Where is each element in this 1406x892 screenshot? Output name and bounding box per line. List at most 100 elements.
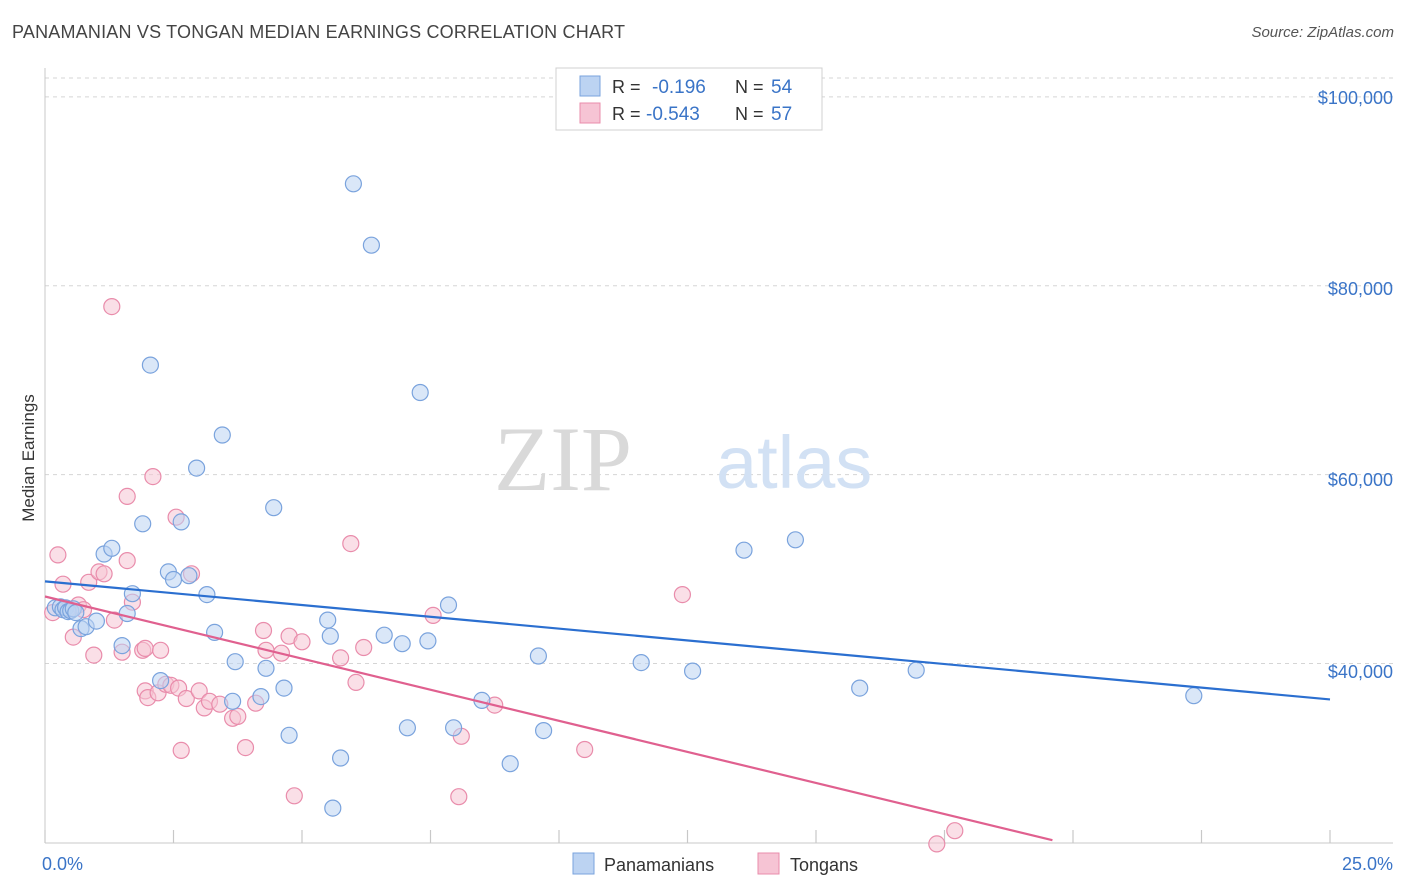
data-point	[293, 633, 311, 651]
bottom-legend-label-tongans: Tongans	[790, 855, 858, 875]
data-point	[332, 749, 350, 767]
y-tick-label-100000: $100,000	[1318, 88, 1393, 108]
legend-r-value-2: -0.543	[646, 104, 700, 125]
data-point	[152, 671, 170, 690]
axes	[44, 68, 1393, 844]
legend-r-label-1: R =	[612, 77, 641, 97]
data-point	[375, 626, 393, 644]
data-point	[257, 659, 275, 677]
data-point	[632, 653, 650, 672]
data-point	[265, 499, 283, 517]
data-point	[177, 689, 195, 708]
data-point	[85, 646, 103, 664]
data-point	[319, 611, 337, 629]
data-point	[95, 565, 113, 583]
source-label: Source: ZipAtlas.com	[1251, 24, 1394, 41]
trend-line-panamanians	[44, 580, 1331, 701]
data-point	[445, 719, 463, 737]
data-point	[254, 621, 273, 640]
legend-r-label-2: R =	[612, 104, 641, 124]
data-point	[172, 741, 190, 760]
data-point	[87, 612, 106, 630]
legend-r-value-1: -0.196	[652, 77, 706, 98]
data-point	[321, 627, 339, 645]
data-point	[67, 603, 85, 622]
legend-swatch-panamanians	[579, 75, 601, 97]
data-point	[136, 639, 154, 658]
data-point	[928, 835, 946, 853]
panamanians-points	[46, 175, 1203, 817]
data-point	[144, 468, 162, 486]
y-tick-label-40000: $40,000	[1328, 662, 1393, 682]
data-point	[103, 539, 121, 557]
x-tick-label-min: 0.0%	[42, 854, 83, 874]
data-point	[285, 787, 303, 805]
bottom-legend-label-panamanians: Panamanians	[604, 855, 714, 875]
data-point	[118, 551, 136, 570]
data-point	[946, 822, 964, 840]
data-point	[347, 673, 365, 692]
data-point	[411, 383, 429, 402]
legend-n-value-2: 57	[771, 104, 792, 125]
data-point	[393, 635, 411, 653]
data-point	[190, 682, 208, 700]
data-point	[49, 546, 67, 564]
trend-line-tongans	[44, 595, 1053, 842]
data-point	[501, 755, 519, 773]
data-point	[786, 531, 805, 549]
bottom-legend: Panamanians Tongans	[572, 852, 858, 875]
data-point	[113, 636, 131, 655]
legend-swatch-tongans	[579, 102, 601, 124]
data-point	[118, 487, 136, 505]
legend-n-label-2: N =	[735, 104, 764, 124]
legend-n-value-1: 54	[771, 77, 793, 98]
watermark-zip: ZIP	[494, 408, 632, 510]
data-point	[252, 687, 270, 706]
data-point	[576, 740, 594, 759]
data-point	[141, 356, 159, 374]
data-point	[1185, 687, 1203, 705]
data-point	[683, 662, 702, 680]
bottom-legend-swatch-panamanians	[572, 852, 595, 875]
data-point	[362, 236, 380, 254]
data-point	[324, 799, 342, 817]
data-point	[529, 647, 548, 665]
legend-box: R = -0.196 N = 54 R = -0.543 N = 57	[555, 67, 823, 131]
data-point	[134, 515, 152, 533]
data-point	[236, 738, 255, 757]
data-point	[851, 679, 869, 697]
y-tick-label-60000: $60,000	[1328, 470, 1393, 490]
data-point	[673, 585, 692, 604]
data-point	[735, 541, 753, 559]
chart-title: PANAMANIAN VS TONGAN MEDIAN EARNINGS COR…	[12, 22, 626, 42]
bottom-legend-swatch-tongans	[757, 852, 780, 875]
data-point	[398, 719, 416, 737]
data-point	[164, 570, 183, 589]
watermark: ZIP atlas	[494, 408, 872, 510]
y-tick-label-80000: $80,000	[1328, 279, 1393, 299]
data-point	[226, 653, 244, 671]
data-point	[180, 567, 198, 585]
data-point	[342, 534, 360, 553]
x-tick-label-max: 25.0%	[1342, 854, 1393, 874]
data-point	[172, 513, 190, 531]
data-point	[118, 604, 136, 623]
data-point	[344, 175, 362, 193]
data-point	[224, 692, 242, 710]
data-point	[103, 298, 121, 316]
data-point	[355, 638, 373, 657]
data-point	[424, 606, 442, 625]
y-axis-title: Median Earnings	[19, 394, 38, 522]
data-point	[188, 459, 206, 477]
data-point	[450, 788, 468, 806]
legend-n-label-1: N =	[735, 77, 764, 97]
data-point	[213, 426, 231, 444]
data-point	[439, 596, 458, 614]
data-point	[534, 721, 553, 740]
data-point	[198, 585, 216, 604]
gridlines	[45, 77, 1393, 665]
data-point	[907, 661, 925, 679]
data-point	[419, 632, 437, 650]
data-point	[229, 707, 247, 726]
